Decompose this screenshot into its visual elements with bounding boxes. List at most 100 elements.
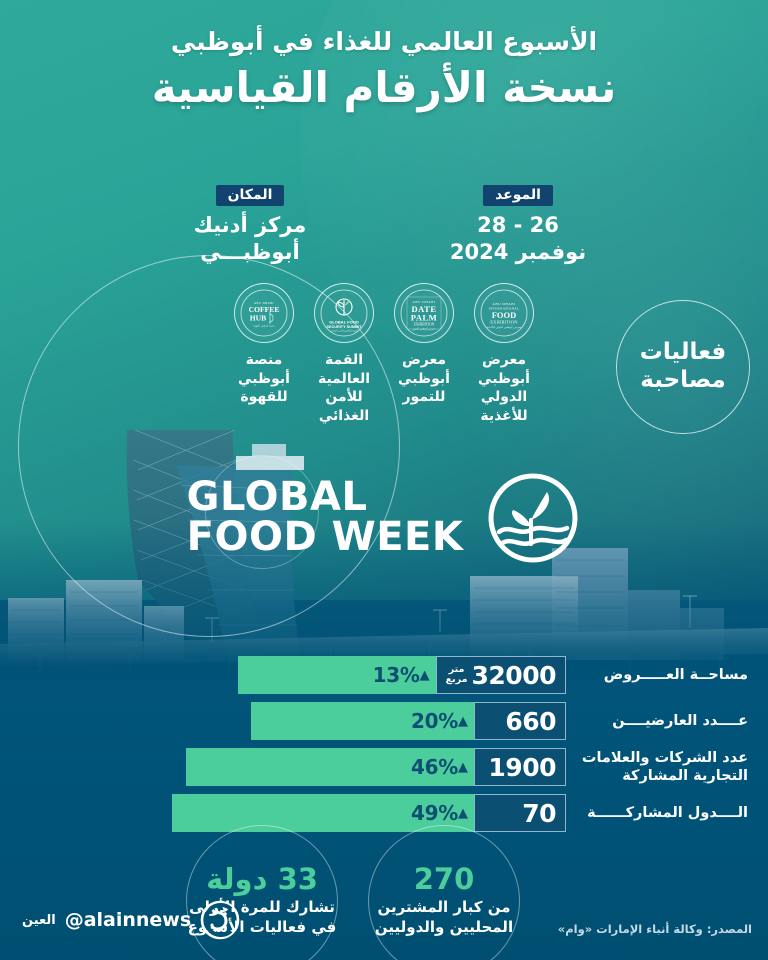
svg-text:ABU DHABI: ABU DHABI (412, 300, 435, 304)
highlight-number: 270 (413, 862, 475, 897)
stat-bar-track: ▲ 20% (250, 702, 474, 740)
global-food-week-emblem-icon (485, 470, 581, 566)
stat-label: عدد الشركات والعلامات التجارية المشاركة (581, 749, 748, 784)
place-tag: المكان (215, 185, 285, 206)
stat-unit-line-2: مربع (445, 674, 468, 685)
svg-text:ABU DHABI: ABU DHABI (254, 302, 274, 305)
event-label: معرض أبوظبي الدولي للأغذية (478, 352, 530, 424)
event-label: معرض أبوظبي للتمور (398, 352, 450, 406)
stat-value-box: 660 (474, 702, 566, 740)
svg-text:معرض أبوظبي للتمور: معرض أبوظبي للتمور (411, 327, 436, 331)
decorative-ring-large (18, 255, 400, 637)
stat-value: 32000 (471, 660, 557, 690)
svg-text:FOOD: FOOD (492, 310, 517, 320)
svg-text:ABU DHABI: ABU DHABI (492, 302, 516, 306)
global-food-week-logo: GLOBAL FOOD WEEK (0, 470, 768, 566)
place-line-2: أبوظبـــي (200, 239, 300, 264)
header: الأسبوع العالمي للغذاء في أبوظبي نسخة ال… (0, 26, 768, 114)
page-title-secondary: نسخة الأرقام القياسية (151, 63, 617, 113)
event-item-date-palm: ABU DHABI DATE PALM EXHIBITION معرض أبوظ… (391, 283, 457, 407)
brand-block: @alainnews العين (22, 900, 240, 940)
stat-bar-row: مساحــة العـــــروض 32000 متر مربع ▲ 13% (0, 655, 768, 695)
wordmark-line-1: GLOBAL (186, 474, 368, 521)
event-label: منصة أبوظبي للقهوة (238, 352, 290, 406)
stat-growth: 46% (411, 755, 458, 779)
highlight-stats: 270 من كبار المشترين المحليين والدوليين … (178, 845, 528, 957)
stat-value: 660 (505, 706, 556, 736)
coffee-hub-logo-icon: ABU DHABI COFFEE HUB منصة أبوظبي للقهوة (234, 283, 294, 343)
date-line-1: 26 - 28 (477, 213, 559, 237)
highlight-stat-buyers: 270 من كبار المشترين المحليين والدوليين (360, 845, 528, 957)
source-credit: المصدر: وكالة أنباء الإمارات «وام» (557, 922, 752, 936)
brand-handle[interactable]: @alainnews (64, 909, 192, 931)
svg-text:SECURITY SUMMIT: SECURITY SUMMIT (326, 325, 362, 329)
accompanying-events-badge-label: فعاليات مصاحبة (639, 339, 727, 393)
stat-value: 1900 (488, 752, 556, 782)
event-item-food-security-summit: GLOBAL FOOD SECURITY SUMMIT القمة العالم… (311, 283, 377, 425)
stat-value: 70 (522, 798, 556, 828)
stat-growth: 49% (411, 801, 458, 825)
date-tag: الموعد (483, 185, 553, 206)
highlight-stat-countries: 33 دولة تشارك للمرة الأولى في فعاليات ال… (178, 845, 346, 957)
stat-bar-track: ▲ 49% (171, 794, 474, 832)
stat-bar-track: ▲ 46% (186, 748, 474, 786)
svg-text:معرض أبوظبي الدولي للأغذية: معرض أبوظبي الدولي للأغذية (487, 325, 522, 329)
date-value: 26 - 28 نوفمبر 2024 (443, 212, 593, 266)
svg-text:منصة أبوظبي للقهوة: منصة أبوظبي للقهوة (253, 324, 275, 328)
svg-text:DATE: DATE (412, 304, 437, 314)
svg-text:COFFEE: COFFEE (249, 305, 280, 314)
svg-text:HUB: HUB (250, 314, 266, 323)
svg-text:EXHIBITION: EXHIBITION (414, 323, 435, 327)
date-line-2: نوفمبر 2024 (449, 239, 587, 264)
event-label: القمة العالمية للأمن الغذائي (317, 352, 371, 424)
stat-bar-row: عــــدد العارضيــــن 660 ▲ 20% (0, 701, 768, 741)
event-item-coffee-hub: ABU DHABI COFFEE HUB منصة أبوظبي للقهوة … (231, 283, 297, 407)
stat-bar-fill: ▲ 46% (186, 748, 474, 786)
svg-text:INTERNATIONAL: INTERNATIONAL (489, 307, 520, 311)
place-value: مركز أدنيك أبوظبـــي (175, 212, 325, 266)
svg-text:القمة العالمية للأمن الغذائي: القمة العالمية للأمن الغذائي (330, 329, 358, 333)
svg-text:PALM: PALM (411, 313, 437, 323)
stat-growth: 13% (372, 663, 420, 687)
brand-name-arabic: العين (22, 912, 56, 928)
stat-label: مساحــة العـــــروض (603, 666, 748, 683)
stat-growth: 20% (411, 709, 458, 733)
page-title-primary: الأسبوع العالمي للغذاء في أبوظبي (170, 27, 598, 56)
stat-unit: متر مربع (445, 663, 468, 686)
highlight-number: 33 دولة (206, 862, 318, 897)
stat-unit-line-1: متر (448, 663, 465, 675)
stat-bar-fill: ▲ 20% (250, 702, 474, 740)
wordmark-line-2: FOOD WEEK (186, 514, 464, 560)
stat-value-box: 1900 (474, 748, 566, 786)
stat-value-box: 32000 متر مربع (435, 656, 566, 694)
al-ain-news-logo-icon (200, 900, 240, 940)
event-place-block: المكان مركز أدنيك أبوظبـــي (175, 184, 325, 266)
highlight-text: من كبار المشترين المحليين والدوليين (374, 897, 514, 936)
trend-up-icon: ▲ (458, 713, 468, 729)
stat-bar-fill: ▲ 13% (237, 656, 436, 694)
place-line-1: مركز أدنيك (193, 213, 307, 237)
abu-dhabi-date-palm-exhibition-logo-icon: ABU DHABI DATE PALM EXHIBITION معرض أبوظ… (394, 283, 454, 343)
decorative-ring-small (205, 455, 319, 569)
statistics-bar-chart: مساحــة العـــــروض 32000 متر مربع ▲ 13%… (0, 655, 768, 839)
svg-text:GLOBAL FOOD: GLOBAL FOOD (329, 320, 359, 325)
event-item-food-exhibition: ABU DHABI INTERNATIONAL FOOD EXHIBITION … (471, 283, 537, 425)
accompanying-events-badge: فعاليات مصاحبة (616, 300, 750, 434)
trend-up-icon: ▲ (419, 667, 430, 683)
stat-label: الــــدول المشاركــــــة (587, 804, 748, 821)
stat-value-box: 70 (474, 794, 566, 832)
stat-bar-track: ▲ 13% (237, 656, 436, 694)
event-info-row: الموعد 26 - 28 نوفمبر 2024 المكان مركز أ… (0, 184, 768, 266)
stat-label: عــــدد العارضيــــن (612, 712, 748, 729)
global-food-security-summit-logo-icon: GLOBAL FOOD SECURITY SUMMIT القمة العالم… (314, 283, 374, 343)
accompanying-events-list: ABU DHABI INTERNATIONAL FOOD EXHIBITION … (0, 283, 768, 425)
trend-up-icon: ▲ (458, 805, 468, 821)
trend-up-icon: ▲ (458, 759, 468, 775)
abu-dhabi-international-food-exhibition-logo-icon: ABU DHABI INTERNATIONAL FOOD EXHIBITION … (474, 283, 534, 343)
svg-text:EXHIBITION: EXHIBITION (490, 320, 517, 325)
stat-bar-row: الــــدول المشاركــــــة 70 ▲ 49% (0, 793, 768, 833)
event-date-block: الموعد 26 - 28 نوفمبر 2024 (443, 184, 593, 266)
global-food-week-wordmark: GLOBAL FOOD WEEK (187, 478, 464, 557)
stat-bar-fill: ▲ 49% (171, 794, 474, 832)
